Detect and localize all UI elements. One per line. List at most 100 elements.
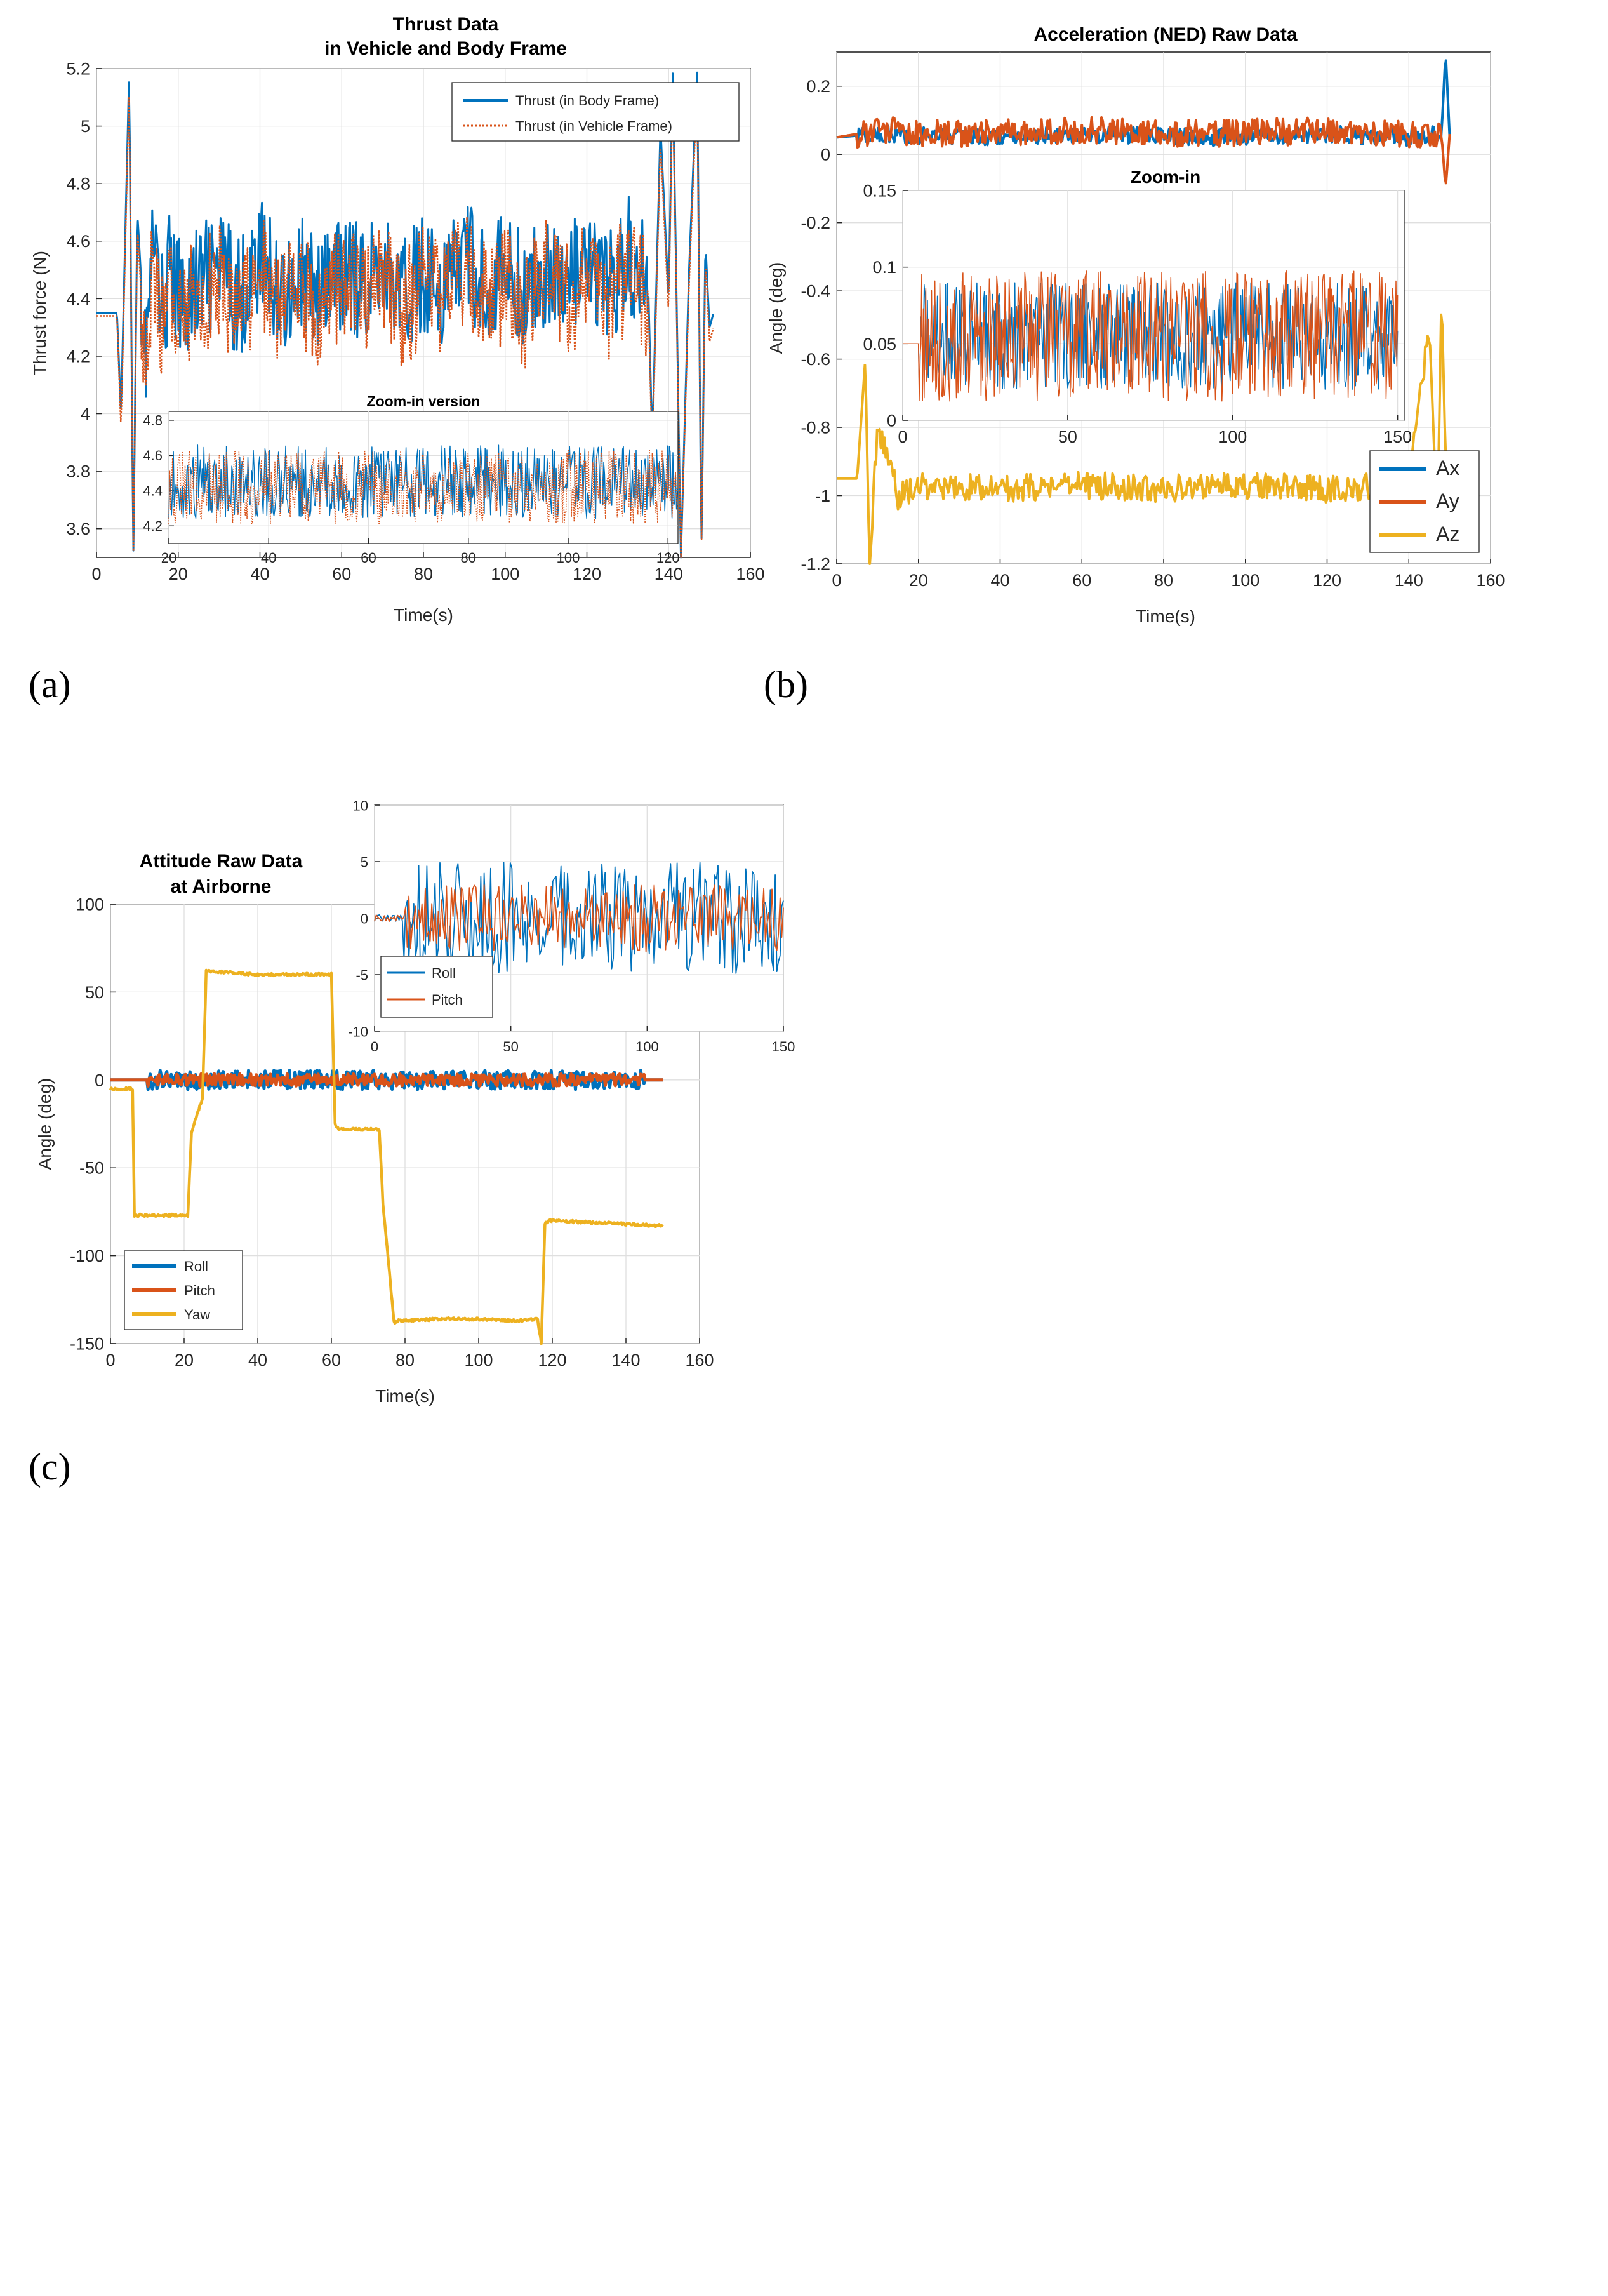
panel-c-inset-xtick-label-150: 150 bbox=[772, 1039, 795, 1055]
panel-c-xtick-label-0: 0 bbox=[105, 1351, 115, 1370]
panel-c-inset-ytick-label-0: 0 bbox=[361, 911, 368, 926]
panel-b-inset-xtick-label-100: 100 bbox=[1218, 427, 1247, 446]
panel-a-inset-xtick-label-40: 40 bbox=[261, 550, 276, 566]
panel-a-ytick-label-4.2: 4.2 bbox=[66, 347, 90, 366]
panel-a-xtick-label-120: 120 bbox=[573, 564, 601, 584]
panel-a-inset-xtick-label-80: 80 bbox=[461, 550, 476, 566]
panel-c-ytick-label--150: -150 bbox=[70, 1334, 104, 1353]
panel-c-inset-legend: Roll Pitch bbox=[380, 956, 493, 1018]
panel-b-inset-series-ay bbox=[903, 270, 1399, 402]
legend-label-pitch: Pitch bbox=[184, 1283, 215, 1298]
panel-b-inset-ytick-label-0.15: 0.15 bbox=[863, 181, 896, 200]
panel-a-legend: Thrust (in Body Frame) Thrust (in Vehicl… bbox=[451, 82, 740, 142]
panel-c-ytick-label--100: -100 bbox=[70, 1246, 104, 1265]
panel-a-xtick-label-100: 100 bbox=[491, 564, 519, 584]
panel-b-xtick-label-160: 160 bbox=[1476, 571, 1505, 590]
panel-a-ytick-label-4: 4 bbox=[81, 404, 90, 424]
legend-label-ay: Ay bbox=[1436, 490, 1459, 512]
panel-b-ytick-label--1: -1 bbox=[815, 486, 830, 505]
panel-a-ytick-label-5: 5 bbox=[81, 117, 90, 136]
panel-a-ylabel: Thrust force (N) bbox=[30, 251, 50, 375]
panel-a-ytick-label-3.6: 3.6 bbox=[66, 519, 90, 538]
panel-b-title: Acceleration (NED) Raw Data bbox=[1033, 24, 1297, 45]
panel-b-ytick-label--0.6: -0.6 bbox=[801, 350, 830, 369]
panel-c-xtick-label-160: 160 bbox=[685, 1351, 714, 1370]
panel-c-inset-ytick-label--10: -10 bbox=[348, 1024, 368, 1039]
panel-b-letter: (b) bbox=[764, 664, 808, 705]
panel-a-inset-ytick-label-4.2: 4.2 bbox=[143, 518, 163, 534]
panel-b-inset-title: Zoom-in bbox=[1131, 167, 1200, 187]
inset-legend-label-pitch: Pitch bbox=[432, 992, 463, 1008]
panel-a-xtick-label-160: 160 bbox=[736, 564, 764, 584]
panel-c-xtick-label-60: 60 bbox=[322, 1351, 341, 1370]
panel-c-inset-series-roll bbox=[374, 862, 784, 974]
panel-c-legend: Roll Pitch Yaw bbox=[124, 1250, 243, 1330]
panel-c-xtick-label-20: 20 bbox=[175, 1351, 194, 1370]
panel-a-letter: (a) bbox=[29, 664, 71, 705]
panel-a: Thrust Data in Vehicle and Body Frame 0 2… bbox=[29, 14, 765, 705]
panel-a-series-vehicle-frame bbox=[96, 86, 714, 559]
panel-b-series-ay bbox=[836, 116, 1451, 185]
panel-b-xtick-label-120: 120 bbox=[1313, 571, 1341, 590]
panel-c-ytick-label-50: 50 bbox=[85, 983, 104, 1002]
panel-a-inset-title: Zoom-in version bbox=[367, 393, 481, 410]
panel-a-xtick-label-40: 40 bbox=[250, 564, 269, 584]
panel-c-ytick-label--50: -50 bbox=[79, 1159, 104, 1178]
panel-c-inset-legend-box bbox=[380, 956, 493, 1018]
panel-a-ytick-label-4.4: 4.4 bbox=[66, 290, 90, 309]
panel-c-letter: (c) bbox=[29, 1446, 71, 1488]
panel-c-inset-ytick-label--5: -5 bbox=[355, 967, 368, 983]
panel-b-xtick-label-60: 60 bbox=[1072, 571, 1091, 590]
panel-a-inset-ytick-label-4.8: 4.8 bbox=[143, 413, 163, 429]
panel-c-inset-xtick-label-50: 50 bbox=[503, 1039, 518, 1055]
panel-c-inset: 0 50 100 150 -10 -5 0 5 10 Roll Pitch bbox=[348, 798, 795, 1055]
panel-c-xtick-label-80: 80 bbox=[395, 1351, 415, 1370]
panel-a-xtick-label-20: 20 bbox=[169, 564, 188, 584]
legend-label-ax: Ax bbox=[1436, 457, 1459, 479]
panel-b-xtick-label-80: 80 bbox=[1154, 571, 1173, 590]
panel-b-xtick-label-40: 40 bbox=[990, 571, 1009, 590]
panel-c-series-yaw bbox=[109, 968, 664, 1345]
panel-a-ytick-label-4.8: 4.8 bbox=[66, 175, 90, 194]
panel-c-inset-ytick-label-10: 10 bbox=[353, 798, 368, 813]
panel-c-inset-series-pitch bbox=[374, 884, 784, 953]
panel-b-inset-ytick-label-0.1: 0.1 bbox=[872, 258, 896, 277]
panel-b-ytick-label-0.2: 0.2 bbox=[806, 77, 830, 96]
panel-b-xtick-label-100: 100 bbox=[1231, 571, 1259, 590]
panel-a-ytick-label-4.6: 4.6 bbox=[66, 232, 90, 251]
legend-label-vehicle-frame: Thrust (in Vehicle Frame) bbox=[515, 118, 672, 134]
panel-b-xlabel: Time(s) bbox=[1136, 606, 1195, 626]
panel-b-ytick-label--0.2: -0.2 bbox=[801, 213, 830, 232]
panel-c-xtick-label-100: 100 bbox=[464, 1351, 493, 1370]
panel-b-ytick-label--0.8: -0.8 bbox=[801, 418, 830, 437]
panel-c-inset-ytick-label-5: 5 bbox=[361, 854, 368, 870]
panel-b-legend: Ax Ay Az bbox=[1369, 450, 1480, 553]
panel-a-xtick-label-60: 60 bbox=[332, 564, 351, 584]
panel-b-inset-ytick-label-0: 0 bbox=[887, 411, 896, 430]
panel-a-xtick-label-140: 140 bbox=[654, 564, 683, 584]
panel-b-xtick-label-140: 140 bbox=[1395, 571, 1423, 590]
panel-b-inset-ytick-label-0.05: 0.05 bbox=[863, 335, 896, 354]
panel-a-inset: Zoom-in version 20 40 60 80 100 120 4.2 4.4 4.6 4… bbox=[143, 393, 679, 566]
panel-c-xtick-label-140: 140 bbox=[611, 1351, 640, 1370]
panel-c-ytick-label-0: 0 bbox=[95, 1071, 104, 1090]
legend-label-az: Az bbox=[1436, 523, 1459, 545]
panel-a-inset-xtick-label-60: 60 bbox=[361, 550, 376, 566]
panel-b-inset-xtick-label-0: 0 bbox=[898, 427, 907, 446]
panel-a-subtitle: in Vehicle and Body Frame bbox=[324, 38, 567, 59]
panel-a-inset-series-body-frame bbox=[168, 444, 678, 519]
legend-label-roll: Roll bbox=[184, 1258, 208, 1274]
panel-c-xlabel: Time(s) bbox=[375, 1386, 435, 1406]
panel-b-xtick-label-20: 20 bbox=[909, 571, 928, 590]
legend-label-yaw: Yaw bbox=[184, 1307, 210, 1323]
panel-a-series-body-frame bbox=[96, 71, 714, 559]
panel-b-xtick-label-0: 0 bbox=[832, 571, 841, 590]
panel-c-subtitle: at Airborne bbox=[171, 876, 272, 897]
panel-c-xtick-label-40: 40 bbox=[248, 1351, 267, 1370]
panel-b-inset-xtick-label-150: 150 bbox=[1383, 427, 1412, 446]
panel-a-ytick-label-5.2: 5.2 bbox=[66, 59, 90, 78]
panel-a-inset-series-vehicle-frame bbox=[168, 450, 678, 525]
panel-c: Attitude Raw Data at Airborne 0 20 40 60 80 1… bbox=[29, 798, 795, 1488]
panel-c-inset-xtick-label-100: 100 bbox=[635, 1039, 659, 1055]
